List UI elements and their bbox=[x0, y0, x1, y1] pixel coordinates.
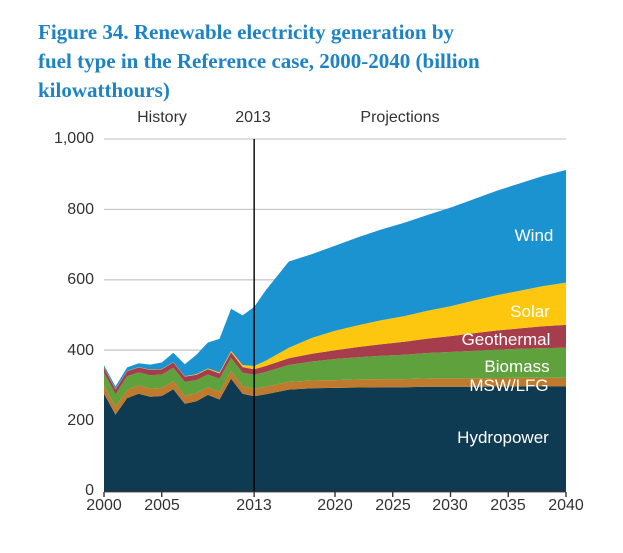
hydropower-area-label: Hydropower bbox=[457, 428, 549, 447]
area-biomass bbox=[104, 347, 566, 407]
biomass-area-label: Biomass bbox=[484, 357, 550, 376]
y-tick-1000: 1,000 bbox=[53, 130, 94, 147]
y-tick-800: 800 bbox=[67, 201, 94, 218]
x-tick-2005: 2005 bbox=[144, 497, 180, 514]
wind-area-label: Wind bbox=[514, 226, 554, 245]
area-solar bbox=[104, 282, 566, 390]
x-tick-2040: 2040 bbox=[548, 497, 584, 514]
area-geothermal bbox=[104, 324, 566, 395]
area-wind bbox=[104, 170, 566, 389]
geothermal-area-label: Geothermal bbox=[461, 330, 551, 349]
history-period-label: History bbox=[137, 109, 187, 126]
x-tick-2030: 2030 bbox=[432, 497, 468, 514]
area-msw-lfg bbox=[104, 371, 566, 415]
figure-title: Figure 34. Renewable electricity generat… bbox=[38, 18, 558, 105]
solar-area-label: Solar bbox=[510, 302, 550, 321]
x-tick-2025: 2025 bbox=[375, 497, 411, 514]
area-hydropower bbox=[104, 378, 566, 491]
x-tick-2013: 2013 bbox=[236, 497, 272, 514]
figure-title-line-3: kilowatthours) bbox=[38, 78, 170, 102]
projections-period-label: Projections bbox=[360, 109, 440, 126]
divider-year-label: 2013 bbox=[235, 109, 271, 126]
y-tick-600: 600 bbox=[67, 271, 94, 288]
y-tick-200: 200 bbox=[67, 412, 94, 429]
figure-title-line-2: fuel type in the Reference case, 2000-20… bbox=[38, 49, 480, 73]
figure-title-line-1: Figure 34. Renewable electricity generat… bbox=[38, 20, 455, 44]
msw-lfg-area-label: MSW/LFG bbox=[469, 376, 549, 395]
x-tick-2035: 2035 bbox=[490, 497, 526, 514]
y-tick-400: 400 bbox=[67, 342, 94, 359]
x-tick-2000: 2000 bbox=[86, 497, 122, 514]
y-tick-0: 0 bbox=[85, 482, 94, 499]
x-tick-2020: 2020 bbox=[317, 497, 353, 514]
